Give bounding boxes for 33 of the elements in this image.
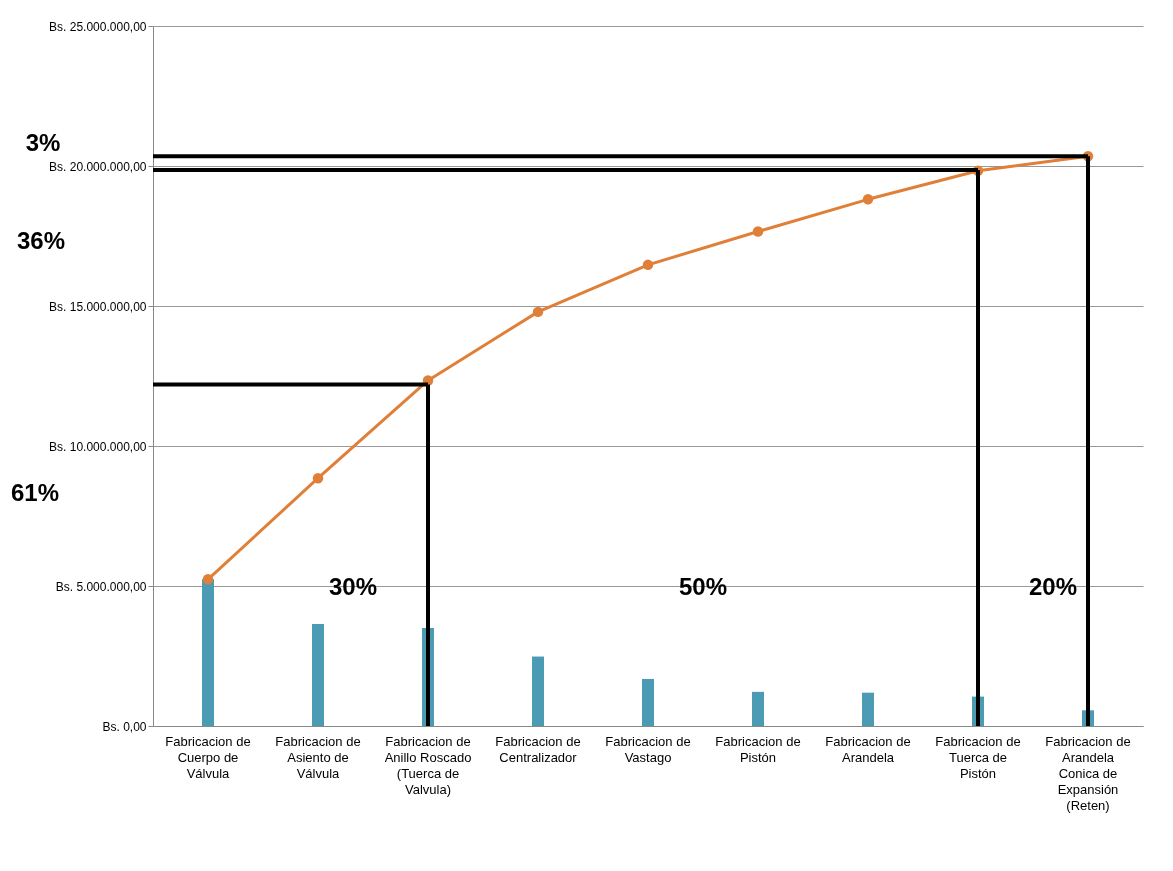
x-tick-label: Fabricacion de Pistón (715, 734, 801, 765)
bar (642, 678, 654, 726)
point (642, 259, 654, 271)
point (752, 226, 764, 237)
y-tick-label: Bs. 25.000.000,00 (49, 19, 147, 34)
x-tick-label: Fabricacion de Cuerpo de Válvula (165, 734, 251, 781)
x-tick-label: Fabricacion de Anillo Roscado (Tuerca de Valvula) (384, 734, 472, 797)
point (202, 574, 214, 585)
text: 61% (10, 479, 60, 506)
x-tick-label: Fabricacion de Centralizador (495, 734, 581, 765)
annotation: 30% (328, 573, 378, 600)
text: 3% (25, 129, 61, 156)
annotation: 20% (1028, 573, 1078, 600)
y-tick-label: Bs. 0,00 (102, 719, 147, 734)
y-tick-label: Bs. 20.000.000,00 (49, 159, 147, 174)
x-tick-label: Fabricacion de Asiento de Válvula (275, 734, 361, 781)
y-tick-label: Bs. 10.000.000,00 (49, 439, 147, 454)
point (862, 194, 874, 205)
point (532, 306, 544, 318)
bar (862, 692, 874, 726)
bar (202, 579, 214, 726)
x-tick-label: Fabricacion de Tuerca de Pistón (935, 734, 1021, 781)
x-tick-label: Fabricacion de Vastago (605, 734, 691, 765)
text: 36% (16, 227, 66, 254)
bar (532, 656, 544, 726)
x-tick-label: Fabricacion de Arandela (825, 734, 911, 765)
annotation: 50% (678, 573, 728, 600)
bar (752, 691, 764, 726)
y-tick-label: Bs. 5.000.000,00 (55, 579, 147, 594)
bar (312, 624, 324, 726)
point (312, 472, 324, 484)
x-tick-label: Fabricacion de Arandela Conica de Expansión (Reten) (1045, 734, 1131, 813)
y-tick-label: Bs. 15.000.000,00 (49, 299, 147, 314)
